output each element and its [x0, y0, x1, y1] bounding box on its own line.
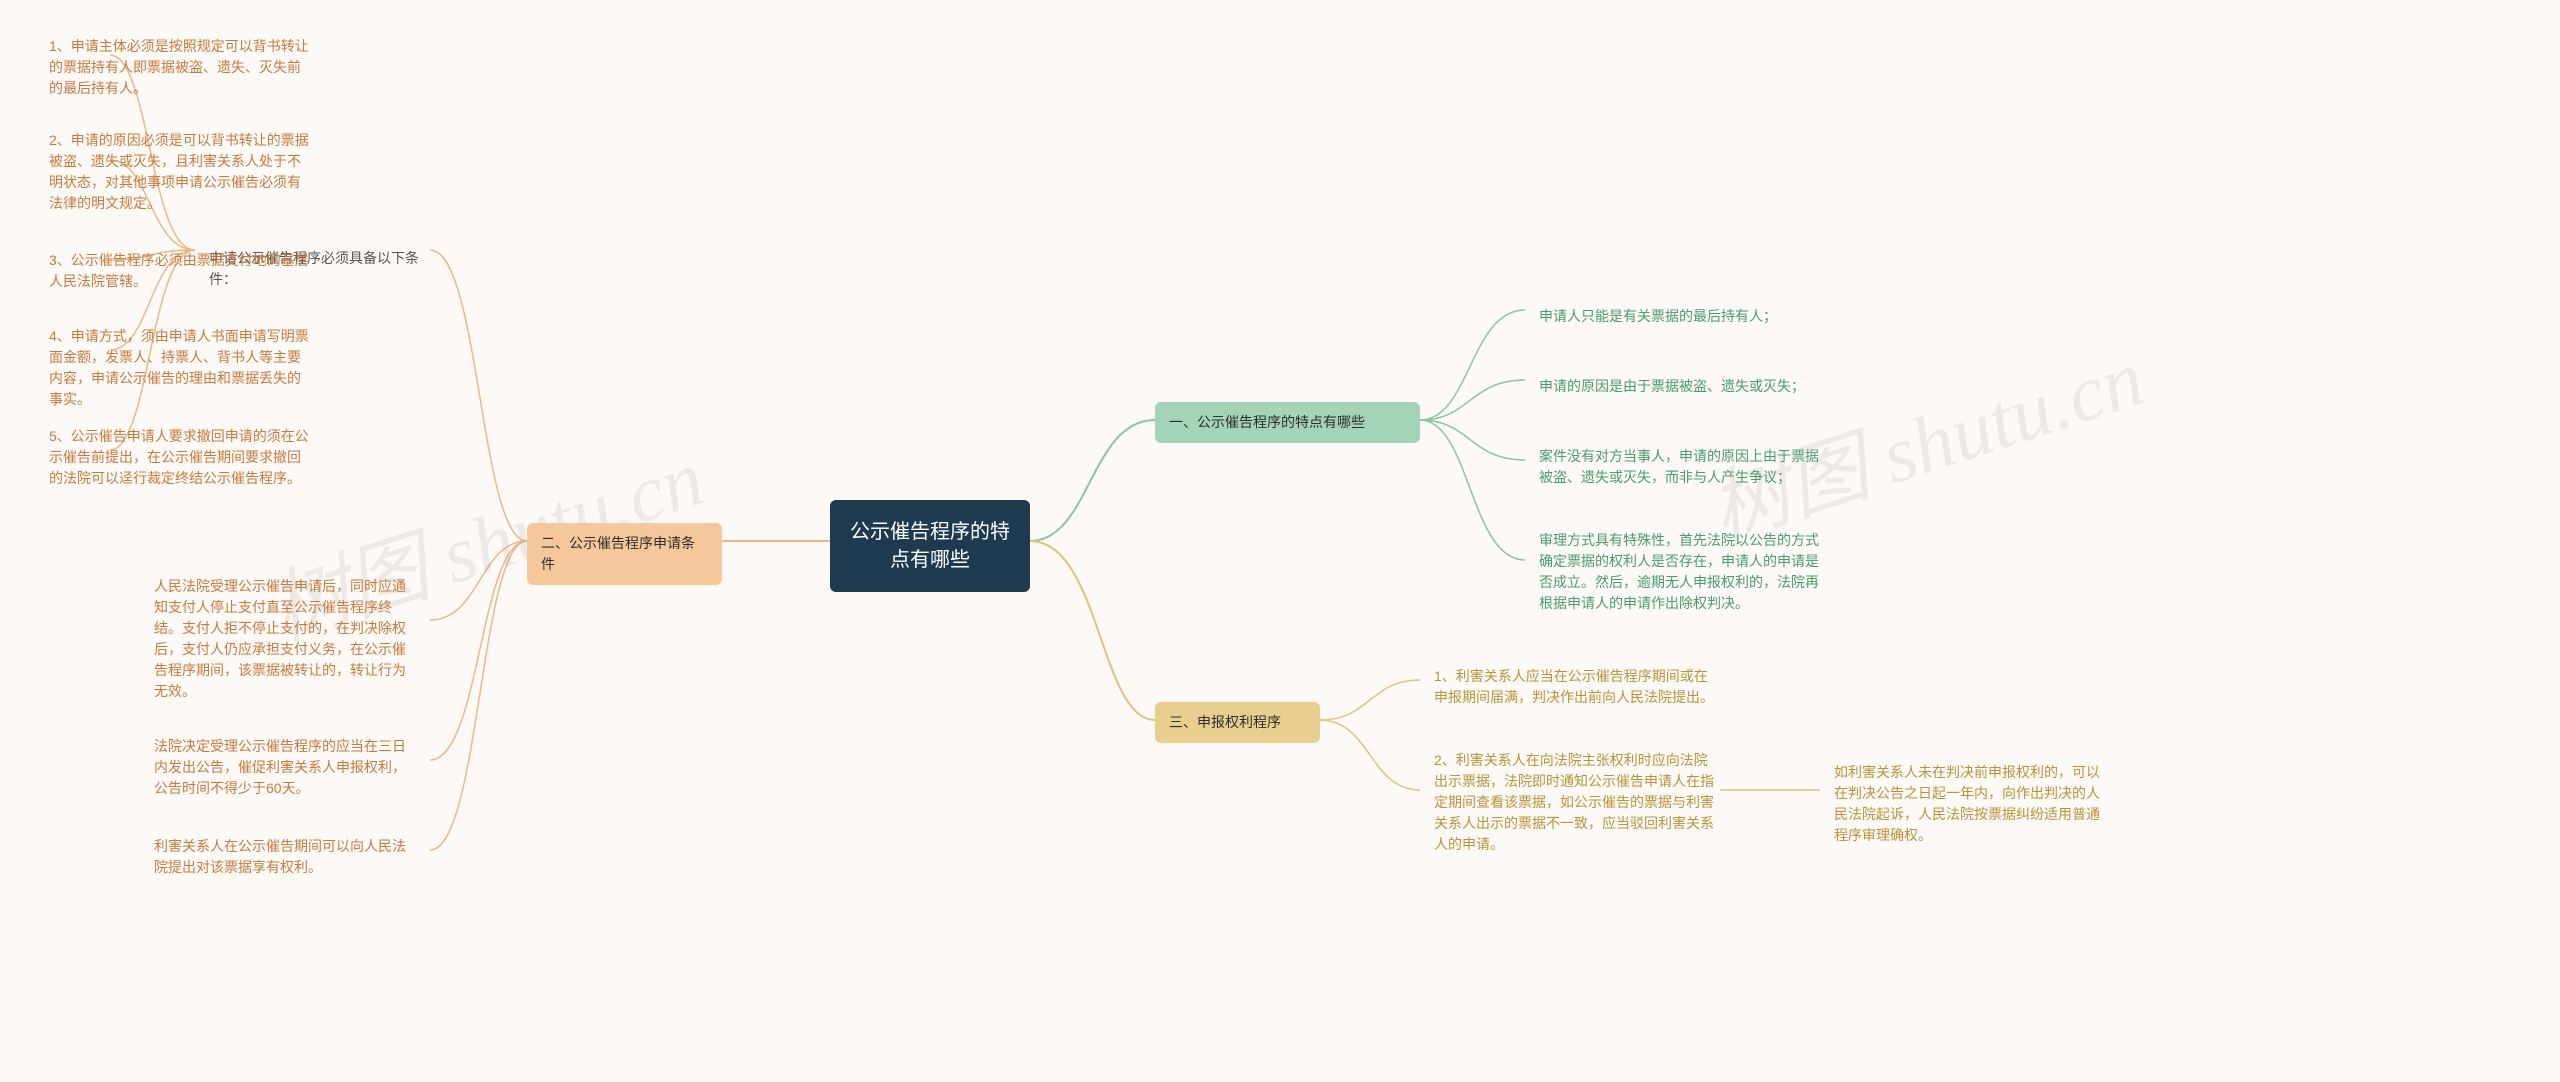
center-node: 公示催告程序的特点有哪些: [830, 500, 1030, 592]
branch3-leaf-0: 1、利害关系人应当在公示催告程序期间或在申报期间届满，判决作出前向人民法院提出。: [1420, 656, 1730, 718]
branch2-direct-2: 利害关系人在公示催告期间可以向人民法院提出对该票据享有权利。: [140, 826, 430, 888]
branch1-leaf-0: 申请人只能是有关票据的最后持有人；: [1525, 296, 1825, 337]
branch2-direct-1: 法院决定受理公示催告程序的应当在三日内发出公告，催促利害关系人申报权利，公告时间…: [140, 726, 430, 809]
branch2-direct-0: 人民法院受理公示催告申请后，同时应通知支付人停止支付直至公示催告程序终结。支付人…: [140, 566, 430, 712]
branch2-label: 二、公示催告程序申请条件: [527, 523, 722, 585]
branch2-sub-leaf-2: 3、公示催告程序必须由票据支付地的基层人民法院管辖。: [35, 240, 325, 302]
branch1-leaf-1: 申请的原因是由于票据被盗、遗失或灭失；: [1525, 366, 1825, 407]
branch2-sub-leaf-0: 1、申请主体必须是按照规定可以背书转让的票据持有人即票据被盗、遗失、灭失前的最后…: [35, 26, 325, 109]
branch1-leaf-3: 审理方式具有特殊性，首先法院以公告的方式确定票据的权利人是否存在，申请人的申请是…: [1525, 520, 1835, 624]
branch3-label: 三、申报权利程序: [1155, 702, 1320, 743]
branch3-leaf-1: 2、利害关系人在向法院主张权利时应向法院出示票据，法院即时通知公示催告申请人在指…: [1420, 740, 1730, 865]
branch1-label: 一、公示催告程序的特点有哪些: [1155, 402, 1420, 443]
branch1-leaf-2: 案件没有对方当事人，申请的原因上由于票据被盗、遗失或灭失，而非与人产生争议；: [1525, 436, 1835, 498]
branch2-sub-leaf-3: 4、申请方式，须由申请人书面申请写明票面金额，发票人、持票人、背书人等主要内容，…: [35, 316, 325, 420]
connectors: [0, 0, 2560, 1082]
branch3-leaf-1-child: 如利害关系人未在判决前申报权利的，可以在判决公告之日起一年内，向作出判决的人民法…: [1820, 752, 2120, 856]
branch2-sub-leaf-1: 2、申请的原因必须是可以背书转让的票据被盗、遗失或灭失，且利害关系人处于不明状态…: [35, 120, 325, 224]
branch2-sub-leaf-4: 5、公示催告申请人要求撤回申请的须在公示催告前提出，在公示催告期间要求撤回的法院…: [35, 416, 325, 499]
